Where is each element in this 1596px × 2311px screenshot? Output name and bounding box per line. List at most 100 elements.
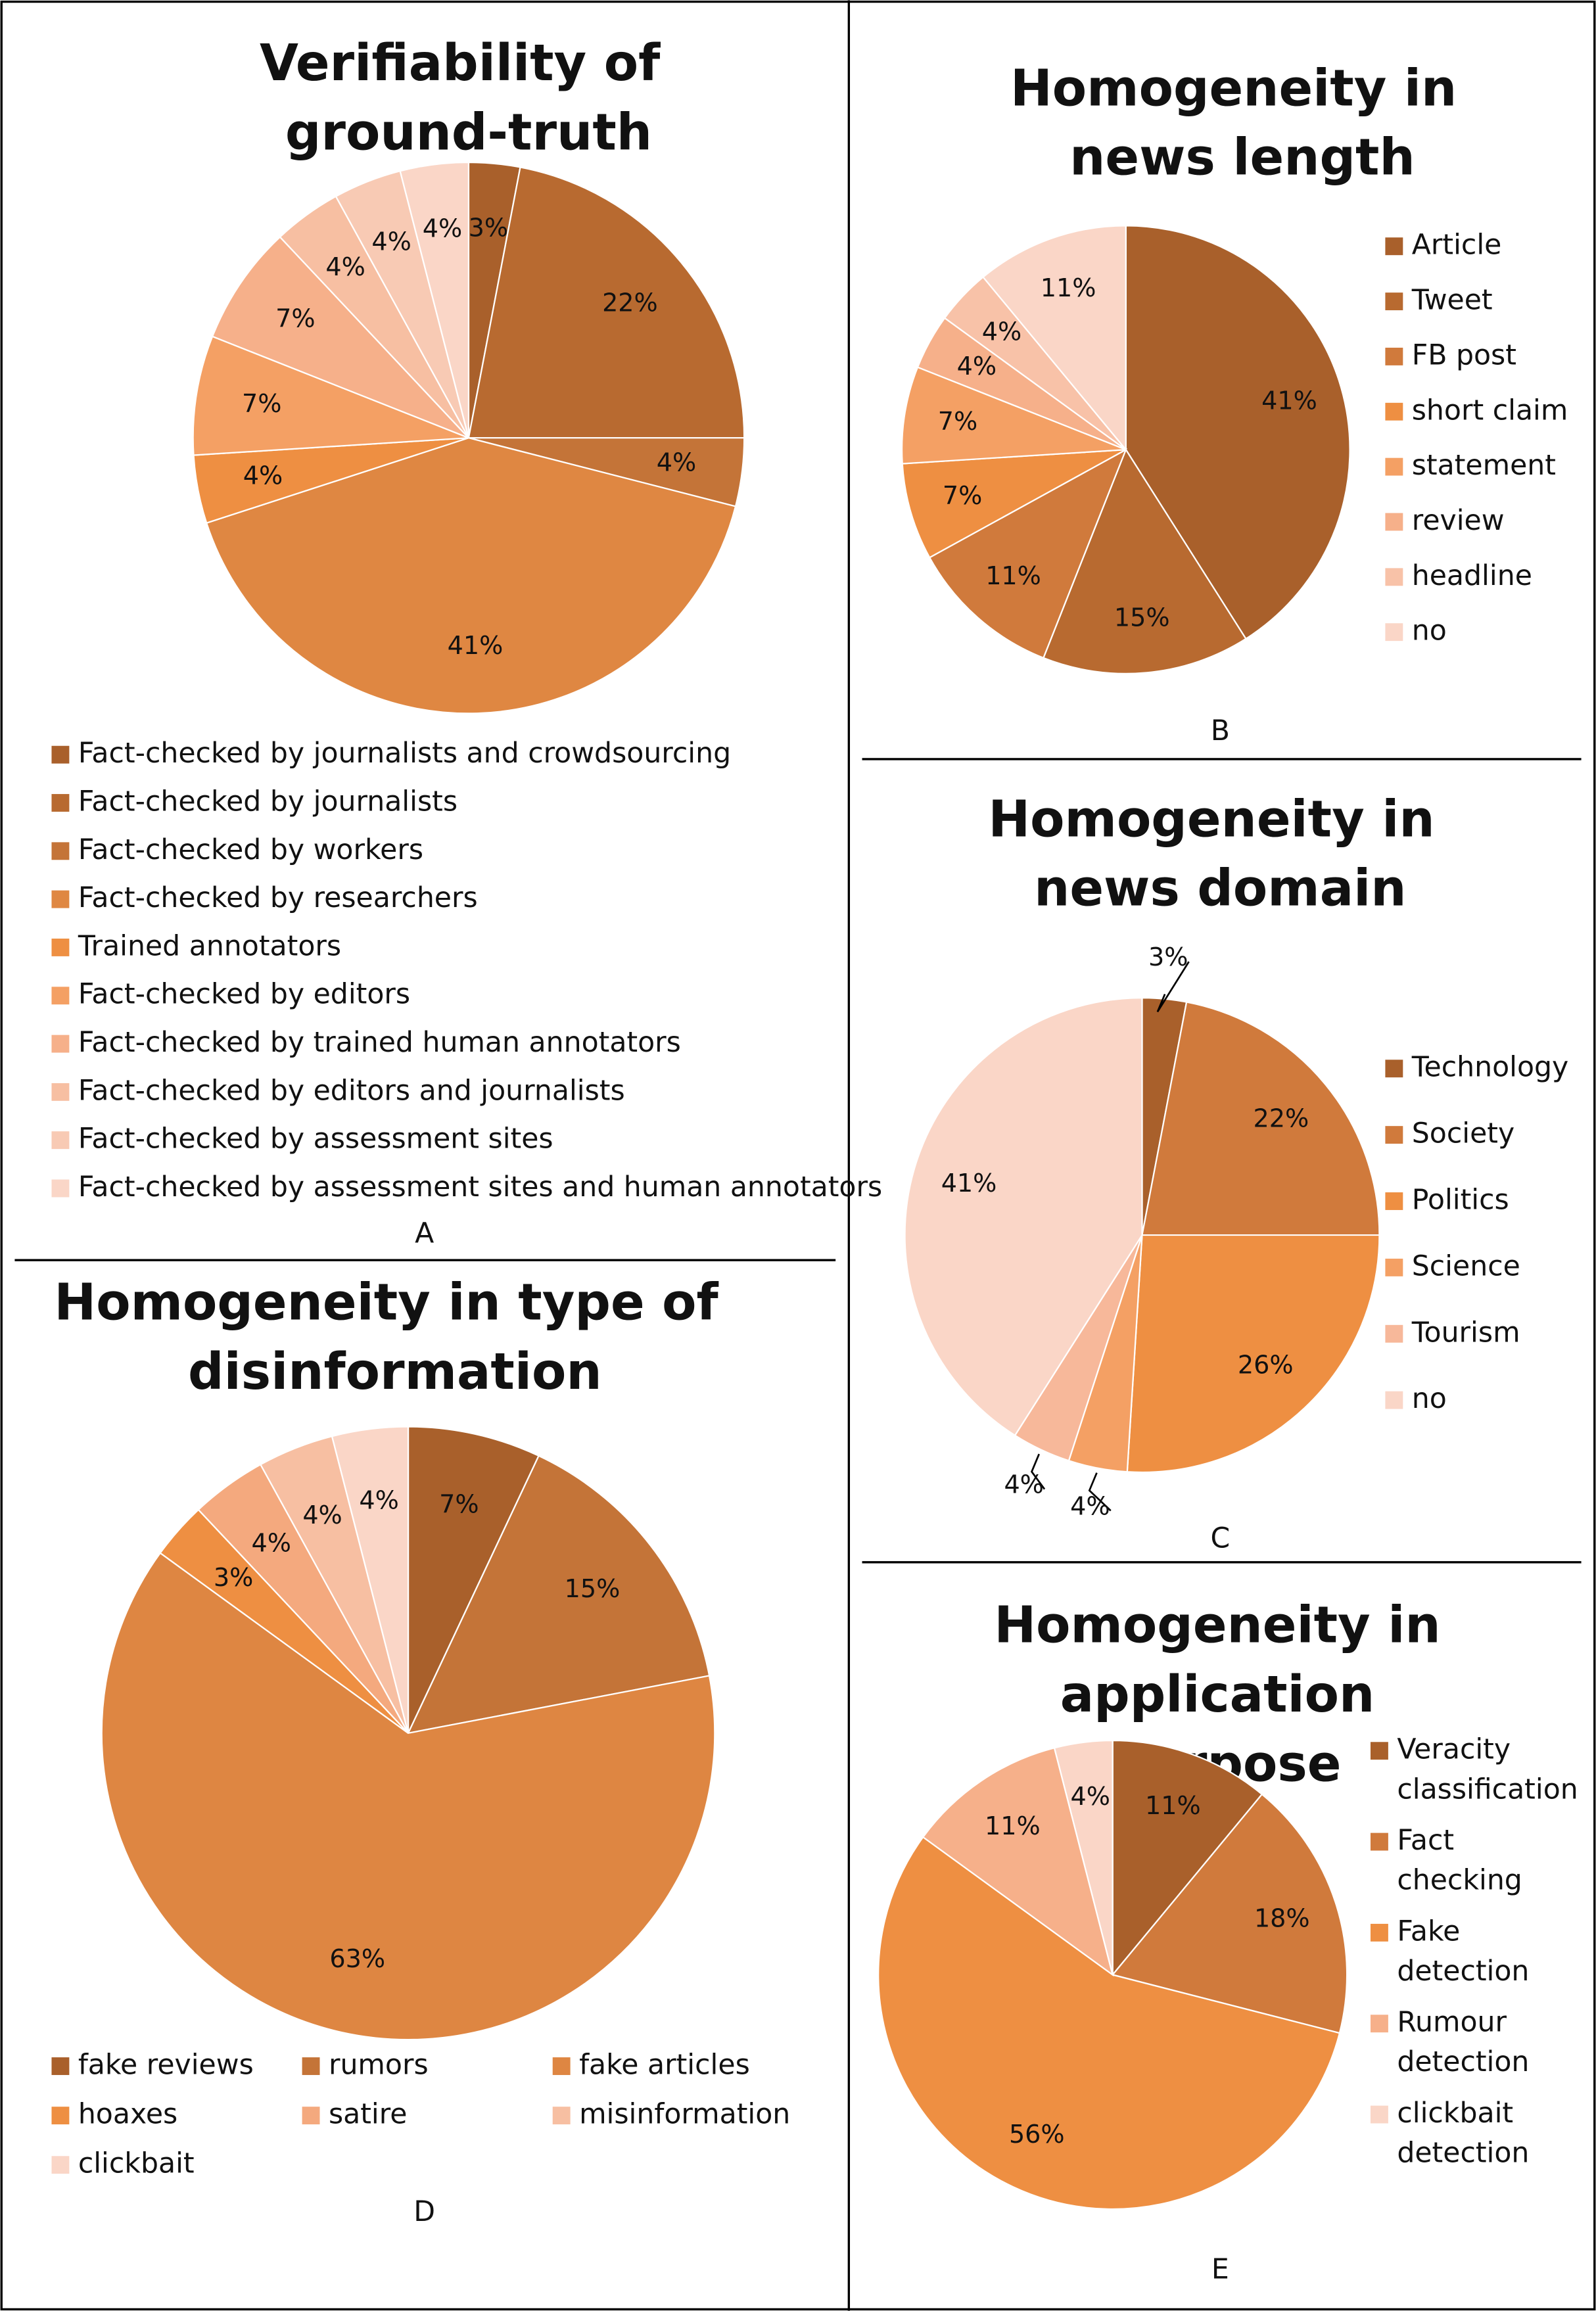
data-label: 4% [371,227,411,256]
legend-label: fake articles [579,2048,750,2081]
pie-slice [928,448,1128,659]
legend-label: review [1412,503,1505,536]
panel-label: D [413,2195,435,2228]
legend-label: Fact-checked by researchers [78,881,478,914]
pie-slice [982,225,1127,452]
data-label: 26% [1238,1351,1294,1380]
data-label: 56% [1009,2120,1065,2149]
chart-title: Verifiability of ground-truth [260,34,678,161]
legend-swatch [1385,292,1403,311]
legend-swatch [302,2107,320,2125]
data-label: 41% [448,631,504,660]
legend-swatch [1370,2015,1388,2033]
panel-label: E [1211,2253,1229,2286]
data-label: 7% [242,389,281,418]
legend-swatch [1385,237,1403,256]
data-label: 7% [439,1489,479,1518]
pie-slice [922,1746,1114,1977]
legend-label: Fact-checked by assessment sites [78,1122,553,1155]
data-label: 4% [957,352,997,381]
legend-label: Tourism [1411,1316,1520,1349]
legend-label: Trained annotators [78,929,341,962]
legend-label: short claim [1412,394,1568,427]
data-label: 4% [1070,1491,1110,1520]
pie-slice [1042,448,1247,674]
legend-swatch [51,842,70,860]
pie-slice [1141,1001,1380,1236]
pie-slice [399,161,470,438]
legend-label: Fact-checked by journalists and crowdsou… [78,737,731,770]
panel-label: B [1211,714,1230,747]
chart-title: Homogeneity in type of disinformation [54,1273,736,1401]
legend-label: Fact checking [1397,1824,1522,1897]
data-label: 22% [1253,1104,1309,1133]
legend-swatch [51,2107,70,2125]
legend-label: Fact-checked by editors [78,977,410,1010]
data-label: 4% [243,461,283,490]
leader-line [1030,1453,1046,1490]
data-label: 63% [329,1944,385,1973]
legend-swatch [302,2057,320,2075]
legend-swatch [1370,2105,1388,2124]
legend-swatch [1385,1258,1403,1276]
data-label: 11% [1041,273,1096,302]
legend-label: no [1412,1382,1447,1415]
pie-slice [878,1836,1341,2210]
pie-slice [467,166,745,439]
data-label: 3% [214,1563,253,1592]
pie-slice [1111,1793,1348,2034]
data-label: 11% [985,1811,1041,1840]
pie-slice [205,437,737,714]
legend-swatch [51,794,70,812]
pie-slice [1112,1739,1263,1977]
legend-swatch [1385,1324,1403,1343]
legend-label: clickbait detection [1397,2097,1529,2170]
legend-label: fake reviews [78,2048,254,2081]
legend-label: clickbait [78,2147,195,2180]
legend-label: Society [1412,1117,1514,1150]
legend-swatch [1385,1126,1403,1144]
leader-line [1156,961,1190,1013]
legend-swatch [1385,402,1403,421]
data-label: 7% [275,304,315,333]
pie-slice [1053,1739,1114,1975]
chart-title: Homogeneity in news length [1010,58,1474,186]
legend-swatch [51,1083,70,1101]
pie-slice [407,1426,540,1734]
legend-swatch [1385,457,1403,476]
pie-slice [192,335,469,456]
legend-swatch [1385,1060,1403,1078]
legend-swatch [51,890,70,908]
data-label: 41% [1261,386,1317,415]
pie-slice [901,449,1127,559]
legend-swatch [1385,1391,1403,1409]
chart-title: Homogeneity in news domain [988,789,1452,917]
legend-label: Fact-checked by editors and journalists [78,1074,625,1107]
legend-swatch [51,745,70,764]
legend-swatch [1385,1192,1403,1210]
legend-label: Fact-checked by trained human annotators [78,1026,681,1059]
data-label: 4% [325,252,365,281]
legend-swatch [1370,1923,1388,1942]
data-label: 4% [359,1486,398,1515]
legend-label: statement [1412,449,1556,482]
legend-swatch [51,1179,70,1198]
legend-label: rumors [329,2048,429,2081]
legend-swatch [552,2057,571,2075]
pie-slice [211,235,469,439]
data-label: 41% [941,1169,997,1198]
legend-swatch [1385,513,1403,531]
data-label: 11% [1145,1791,1201,1820]
pie-slice [101,1552,716,2041]
legend-label: no [1412,614,1447,647]
legend-swatch [1385,568,1403,586]
pie-slice [331,1426,410,1734]
legend-swatch [51,2057,70,2075]
data-label: 18% [1254,1903,1310,1932]
panel-label: C [1210,1522,1230,1555]
legend-label: Fake detection [1397,1915,1529,1988]
data-label: 4% [657,448,696,477]
data-label: 7% [938,407,977,436]
legend-swatch [552,2107,571,2125]
